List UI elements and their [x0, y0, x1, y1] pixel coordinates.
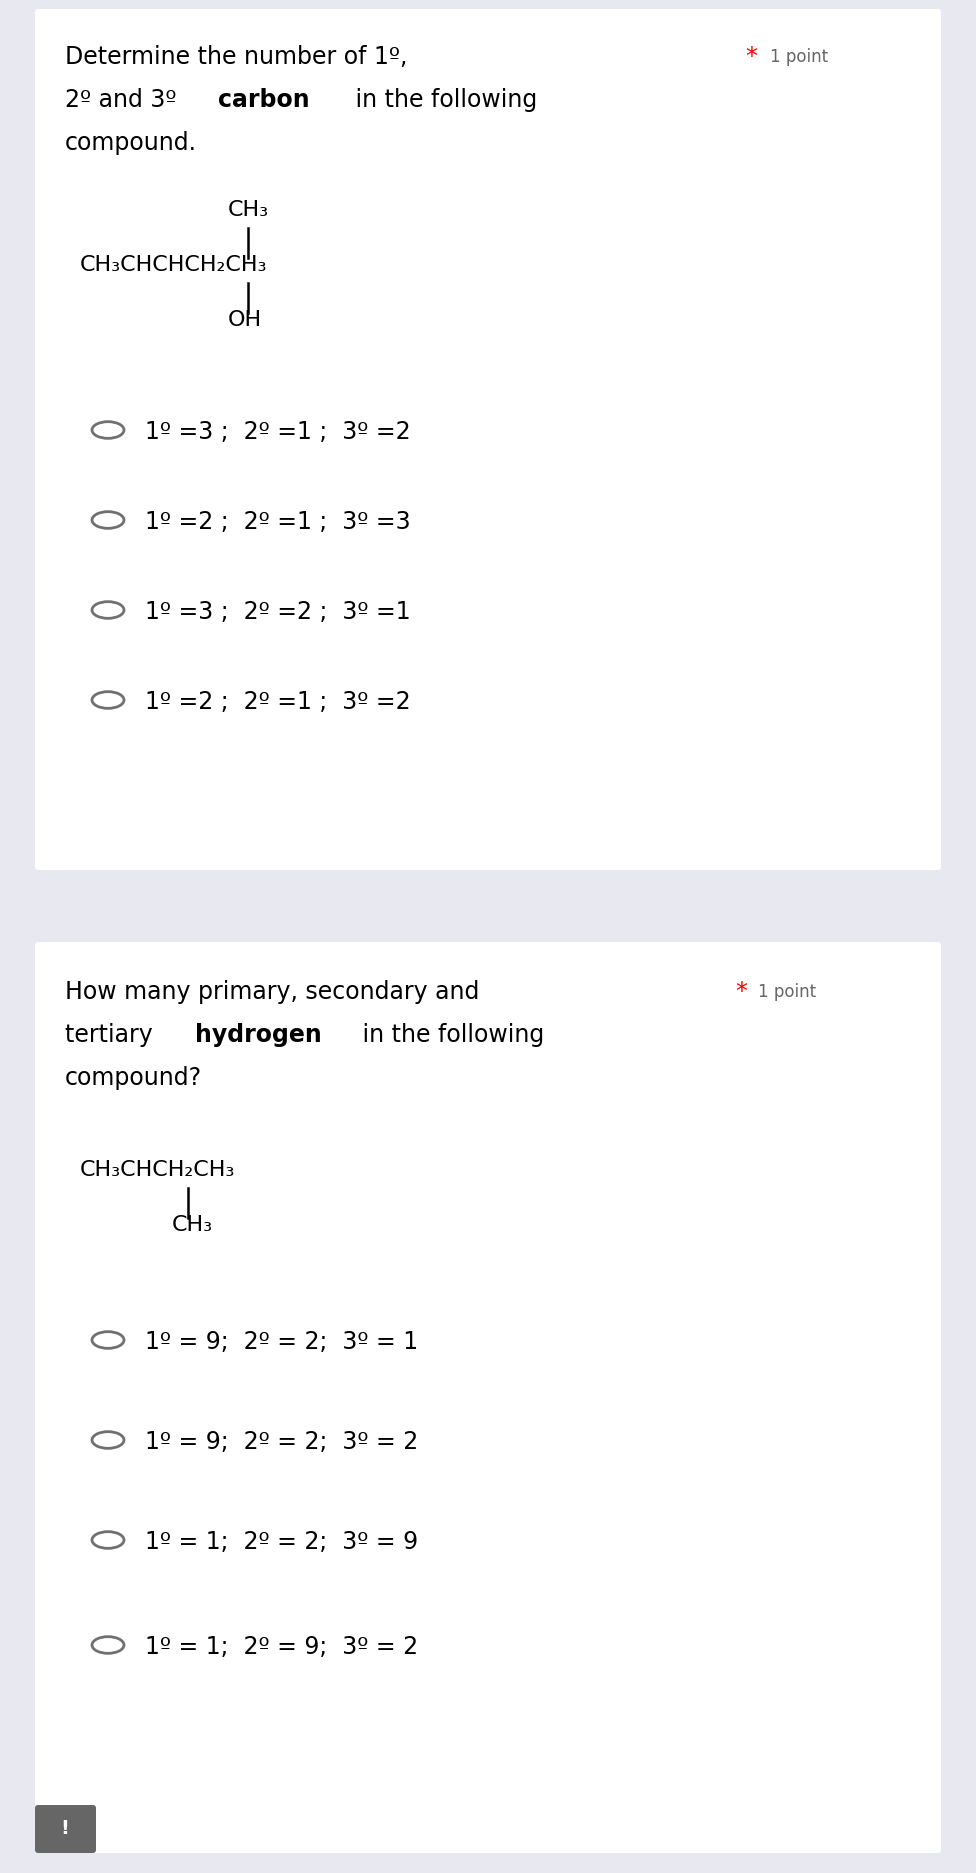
- Text: compound?: compound?: [65, 1066, 202, 1090]
- Text: *: *: [745, 45, 756, 69]
- Text: in the following: in the following: [355, 1023, 545, 1047]
- Text: How many primary, secondary and: How many primary, secondary and: [65, 980, 479, 1004]
- Text: 1º = 9;  2º = 2;  3º = 2: 1º = 9; 2º = 2; 3º = 2: [145, 1429, 419, 1453]
- FancyBboxPatch shape: [35, 942, 941, 1852]
- Text: compound.: compound.: [65, 131, 197, 155]
- Text: CH₃CHCH₂CH₃: CH₃CHCH₂CH₃: [80, 1159, 235, 1180]
- Text: 1º = 1;  2º = 2;  3º = 9: 1º = 1; 2º = 2; 3º = 9: [145, 1530, 418, 1555]
- Text: 1º = 9;  2º = 2;  3º = 1: 1º = 9; 2º = 2; 3º = 1: [145, 1330, 418, 1354]
- Text: hydrogen: hydrogen: [195, 1023, 322, 1047]
- Text: OH: OH: [228, 311, 263, 330]
- Text: tertiary: tertiary: [65, 1023, 160, 1047]
- Text: 1º =3 ;  2º =2 ;  3º =1: 1º =3 ; 2º =2 ; 3º =1: [145, 599, 411, 624]
- Text: *: *: [735, 980, 747, 1004]
- FancyBboxPatch shape: [35, 1806, 96, 1852]
- Text: 1º =2 ;  2º =1 ;  3º =2: 1º =2 ; 2º =1 ; 3º =2: [145, 689, 411, 714]
- Text: carbon: carbon: [218, 88, 309, 112]
- Text: 1º =2 ;  2º =1 ;  3º =3: 1º =2 ; 2º =1 ; 3º =3: [145, 509, 411, 534]
- Text: 1 point: 1 point: [758, 983, 816, 1000]
- Text: CH₃: CH₃: [228, 200, 269, 219]
- Text: 2º and 3º: 2º and 3º: [65, 88, 184, 112]
- FancyBboxPatch shape: [35, 9, 941, 869]
- Text: 1º = 1;  2º = 9;  3º = 2: 1º = 1; 2º = 9; 3º = 2: [145, 1635, 418, 1659]
- Text: Determine the number of 1º,: Determine the number of 1º,: [65, 45, 407, 69]
- Text: in the following: in the following: [348, 88, 537, 112]
- Text: 1º =3 ;  2º =1 ;  3º =2: 1º =3 ; 2º =1 ; 3º =2: [145, 420, 411, 444]
- Text: CH₃CHCHCH₂CH₃: CH₃CHCHCH₂CH₃: [80, 255, 267, 275]
- Text: CH₃: CH₃: [172, 1216, 213, 1234]
- Text: 1 point: 1 point: [770, 49, 828, 66]
- Text: !: !: [61, 1819, 69, 1839]
